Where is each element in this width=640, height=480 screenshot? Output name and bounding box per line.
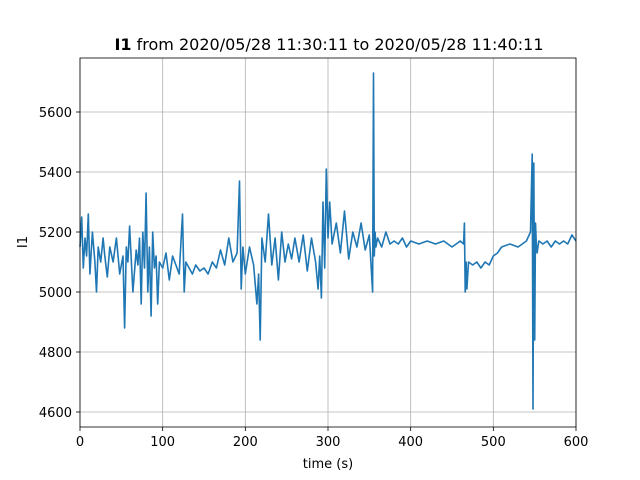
y-axis-label: I1: [16, 236, 31, 248]
y-tick-label: 5400: [39, 166, 72, 181]
chart-title-prefix: I1: [114, 35, 131, 54]
chart-title-rest: from 2020/05/28 11:30:11 to 2020/05/28 1…: [132, 35, 544, 54]
x-tick-label: 100: [150, 435, 175, 450]
series-line-0: [79, 72, 577, 410]
x-axis-label: time (s): [303, 457, 353, 472]
chart-title: I1 from 2020/05/28 11:30:11 to 2020/05/2…: [114, 35, 543, 54]
x-tick-label: 200: [233, 435, 258, 450]
y-tick-label: 4800: [39, 346, 72, 361]
x-tick-label: 600: [564, 435, 589, 450]
tick-layer: 0 100 200 300 400 500 600 4600 4800 5000 5200 5400 5…: [39, 106, 589, 450]
y-tick-label: 5600: [39, 106, 72, 121]
y-tick-label: 5200: [39, 226, 72, 241]
x-tick-label: 0: [76, 435, 84, 450]
y-tick-label: 4600: [39, 406, 72, 421]
grid-layer: [79, 58, 577, 427]
series-layer: [79, 72, 577, 410]
x-tick-label: 500: [481, 435, 506, 450]
x-tick-label: 300: [316, 435, 341, 450]
y-tick-label: 5000: [39, 286, 72, 301]
x-tick-label: 400: [398, 435, 423, 450]
